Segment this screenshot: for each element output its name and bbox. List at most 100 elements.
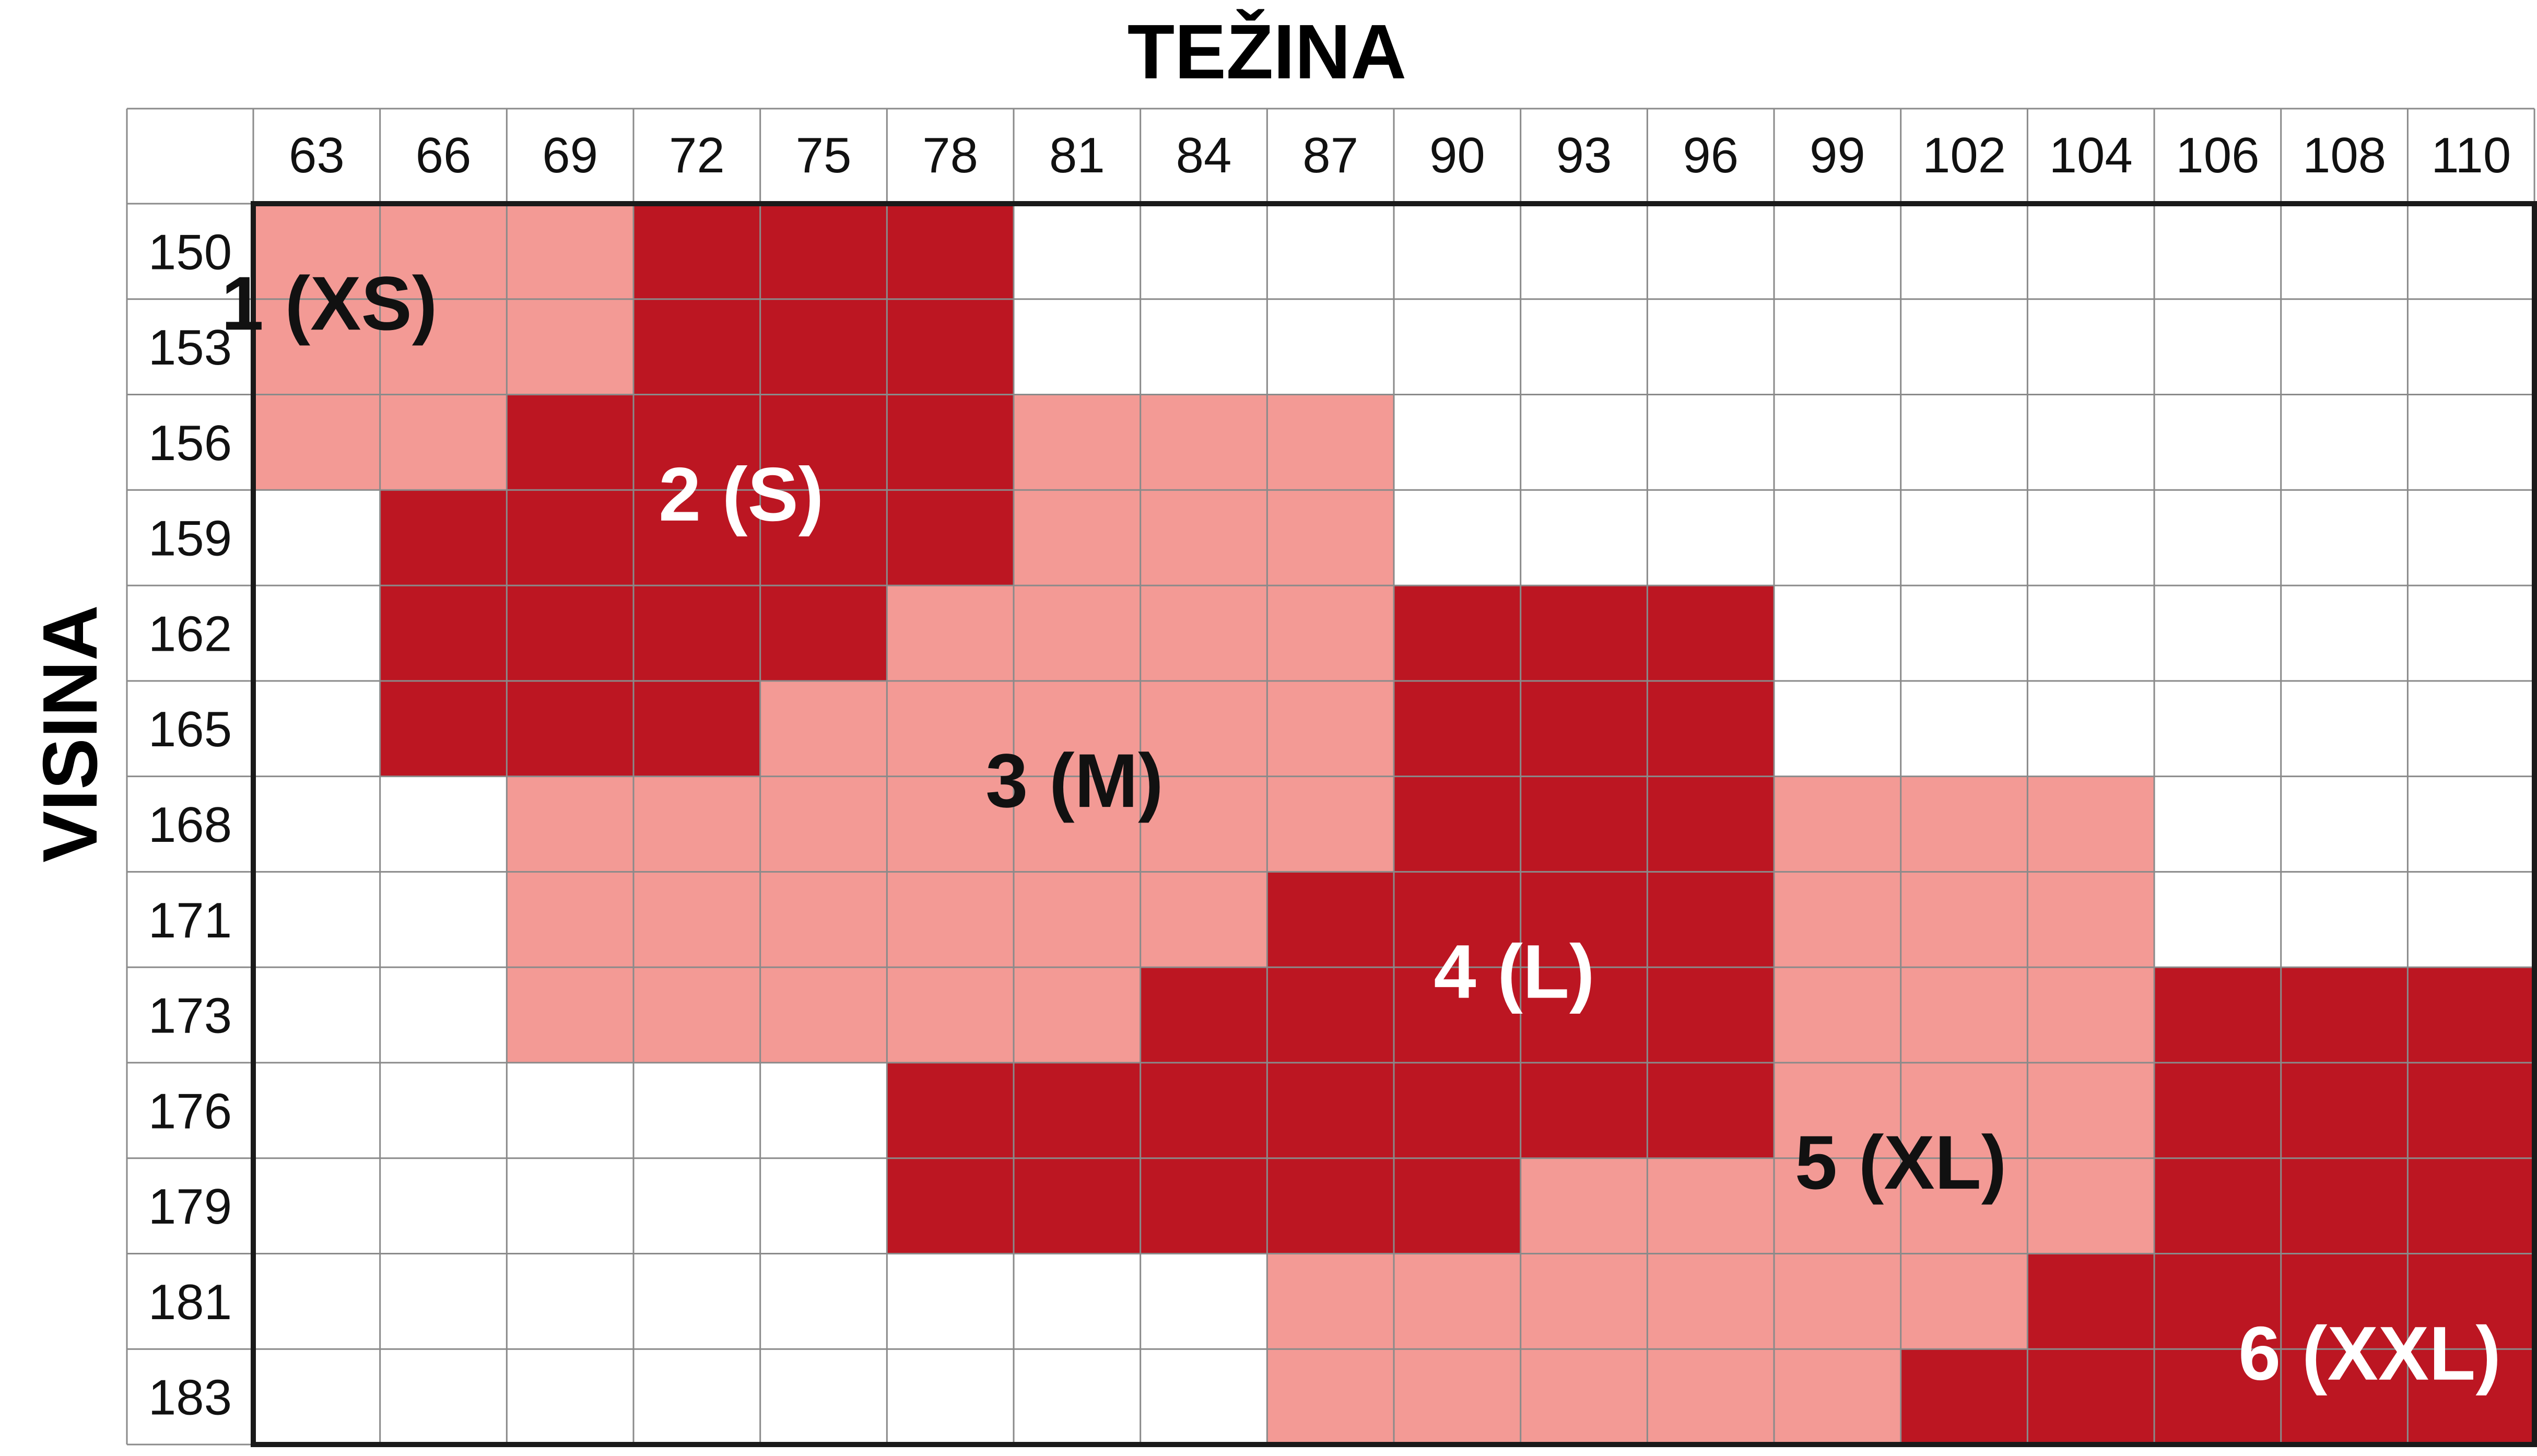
cell-size-3	[507, 872, 634, 968]
cell-size-6	[2027, 1253, 2155, 1349]
cell-size-6	[2281, 1062, 2408, 1159]
x-tick-label: 63	[289, 127, 345, 183]
cell-size-4	[1394, 680, 1521, 777]
cell-size-4	[1014, 1158, 1141, 1254]
cell-size-3	[1267, 394, 1394, 490]
cell-size-1	[253, 394, 381, 490]
cell-size-3	[1140, 394, 1267, 490]
cell-size-4	[887, 1158, 1014, 1254]
cell-size-4	[1520, 1062, 1648, 1159]
cell-size-3	[633, 967, 761, 1063]
cell-size-5	[1520, 1253, 1648, 1349]
cell-size-4	[1140, 1062, 1267, 1159]
cell-size-5	[1900, 967, 2028, 1063]
cell-size-2	[507, 680, 634, 777]
cell-size-5	[1900, 776, 2028, 872]
x-tick-label: 93	[1556, 127, 1612, 183]
cell-size-4	[1647, 776, 1775, 872]
cell-size-5	[1394, 1349, 1521, 1445]
y-tick-label: 176	[148, 1083, 232, 1139]
cell-size-4	[1520, 967, 1648, 1063]
cell-size-3	[887, 585, 1014, 682]
cell-size-3	[760, 680, 887, 777]
cell-size-3	[1140, 680, 1267, 777]
cell-size-5	[1267, 1253, 1394, 1349]
cell-size-4	[1647, 585, 1775, 682]
x-tick-label: 72	[669, 127, 725, 183]
cell-size-3	[1014, 490, 1141, 586]
zone-label-size-2: 2 (S)	[659, 452, 824, 537]
cell-size-3	[507, 967, 634, 1063]
y-tick-label: 168	[148, 797, 232, 853]
cell-size-2	[507, 490, 634, 586]
x-tick-label: 102	[1922, 127, 2006, 183]
cell-size-2	[633, 394, 761, 490]
cell-size-4	[1014, 1062, 1141, 1159]
cell-size-5	[1774, 1062, 1901, 1159]
cell-size-5	[1647, 1253, 1775, 1349]
cell-size-5	[1647, 1349, 1775, 1445]
cell-size-6	[2407, 1062, 2535, 1159]
cell-size-3	[633, 776, 761, 872]
cell-size-6	[2407, 1158, 2535, 1254]
x-tick-label: 75	[796, 127, 852, 183]
cell-size-6	[2154, 1253, 2282, 1349]
cell-size-6	[2281, 967, 2408, 1063]
cell-size-2	[380, 490, 507, 586]
cell-size-3	[1140, 776, 1267, 872]
x-axis-title: TEŽINA	[1127, 9, 1406, 95]
x-tick-label: 104	[2049, 127, 2133, 183]
x-tick-label: 99	[1810, 127, 1865, 183]
cell-size-1	[253, 299, 381, 395]
cell-size-6	[2154, 967, 2282, 1063]
x-tick-label: 66	[416, 127, 472, 183]
cell-size-5	[1774, 776, 1901, 872]
y-axis-title: VISINA	[27, 605, 113, 862]
cell-size-3	[1267, 680, 1394, 777]
y-tick-label: 183	[148, 1370, 232, 1426]
cell-size-4	[1394, 967, 1521, 1063]
y-tick-label: 162	[148, 606, 232, 662]
cell-size-6	[2154, 1158, 2282, 1254]
x-tick-label: 87	[1302, 127, 1358, 183]
x-tick-label: 81	[1049, 127, 1105, 183]
x-tick-label: 96	[1683, 127, 1739, 183]
cell-size-1	[507, 299, 634, 395]
cell-size-4	[1394, 1158, 1521, 1254]
cell-size-5	[2027, 1158, 2155, 1254]
cell-size-3	[887, 680, 1014, 777]
cell-size-6	[2281, 1349, 2408, 1445]
x-tick-label: 78	[922, 127, 978, 183]
cell-size-6	[2027, 1349, 2155, 1445]
cell-size-1	[253, 204, 381, 300]
cell-size-4	[1647, 967, 1775, 1063]
cell-size-4	[1394, 585, 1521, 682]
cell-size-5	[1520, 1349, 1648, 1445]
y-tick-label: 156	[148, 415, 232, 471]
gridlines	[126, 108, 2535, 1446]
x-tick-labels: 63 66 69 72 75 78 81 84 87 90 93 96 99 102 104 106 108 11…	[289, 127, 2511, 183]
cell-size-3	[1014, 585, 1141, 682]
cell-size-3	[1267, 776, 1394, 872]
cell-size-4	[1647, 1062, 1775, 1159]
cell-size-4	[1394, 1062, 1521, 1159]
cell-size-2	[633, 490, 761, 586]
cell-size-3	[1140, 585, 1267, 682]
cell-size-2	[507, 585, 634, 682]
cell-size-2	[760, 490, 887, 586]
cell-size-3	[1014, 967, 1141, 1063]
x-tick-label: 90	[1429, 127, 1485, 183]
cell-size-4	[1140, 967, 1267, 1063]
cell-size-2	[760, 299, 887, 395]
cell-size-2	[633, 204, 761, 300]
cell-size-5	[1774, 1349, 1901, 1445]
cell-size-3	[1014, 776, 1141, 872]
cell-size-1	[507, 204, 634, 300]
cell-size-5	[1647, 1158, 1775, 1254]
cell-size-5	[1394, 1253, 1521, 1349]
x-tick-label: 69	[542, 127, 598, 183]
cell-size-3	[760, 967, 887, 1063]
cell-size-4	[1267, 967, 1394, 1063]
y-tick-label: 173	[148, 988, 232, 1044]
cell-size-4	[1140, 1158, 1267, 1254]
